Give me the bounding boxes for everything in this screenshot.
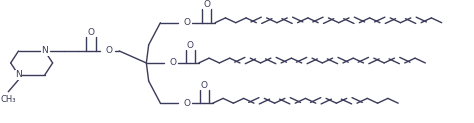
Text: O: O (88, 28, 95, 37)
Text: N: N (41, 46, 48, 55)
Text: O: O (183, 99, 190, 108)
Text: O: O (183, 18, 190, 27)
Text: O: O (169, 58, 176, 67)
Text: O: O (105, 46, 112, 55)
Text: O: O (201, 81, 208, 90)
Text: O: O (203, 0, 210, 9)
Text: CH₃: CH₃ (0, 95, 16, 104)
Text: O: O (187, 41, 194, 50)
Text: N: N (15, 70, 22, 79)
